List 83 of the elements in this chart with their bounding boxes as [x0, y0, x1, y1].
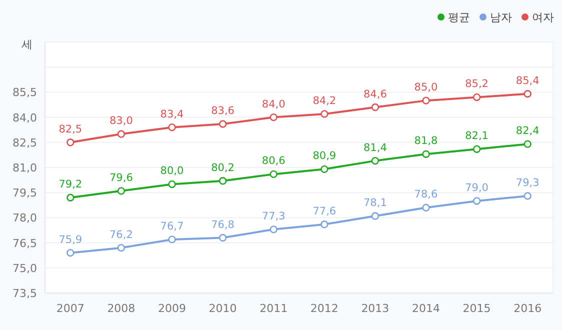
y-tick-label: 75,0	[12, 262, 37, 275]
data-label: 79,0	[465, 182, 488, 194]
data-label: 84,6	[364, 88, 388, 100]
data-label: 79,3	[516, 176, 540, 189]
y-tick-label: 78,0	[12, 212, 37, 225]
point	[472, 93, 481, 102]
data-label: 80,0	[160, 165, 184, 178]
y-axis-title: 세	[22, 38, 32, 51]
data-label: 79,6	[110, 172, 134, 184]
y-tick-label: 73,5	[12, 287, 37, 300]
y-tick-label: 81,0	[12, 162, 37, 174]
point	[270, 113, 278, 122]
data-label: 76,7	[160, 220, 184, 232]
x-tick-label: 2010	[208, 302, 237, 315]
point	[422, 204, 430, 212]
data-label: 83,4	[160, 108, 184, 120]
data-label: 85,4	[516, 74, 540, 87]
point	[524, 140, 532, 148]
data-label: 82,5	[58, 123, 82, 136]
point	[218, 120, 227, 128]
point	[270, 170, 278, 178]
point	[218, 234, 227, 242]
x-tick-label: 2009	[158, 302, 186, 315]
point	[422, 96, 430, 104]
data-label: 80,9	[312, 150, 336, 162]
y-tick-label: 79,5	[12, 186, 37, 200]
legend-label: 남자	[490, 11, 512, 24]
point	[66, 138, 74, 146]
x-tick-label: 2016	[514, 302, 542, 315]
data-label: 76,2	[110, 228, 133, 241]
point	[371, 103, 380, 112]
point	[422, 150, 430, 158]
point	[524, 90, 532, 98]
data-label: 81,4	[364, 142, 388, 154]
data-label: 75,9	[58, 234, 82, 246]
point	[320, 165, 328, 174]
x-tick-label: 2007	[56, 302, 84, 315]
point	[472, 145, 481, 153]
x-tick-label: 2014	[412, 302, 440, 315]
data-label: 76,8	[211, 218, 234, 231]
data-label: 80,6	[262, 155, 286, 168]
data-label: 84,2	[312, 94, 336, 107]
x-tick-label: 2008	[107, 302, 136, 315]
data-label: 85,2	[465, 78, 488, 90]
data-label: 80,2	[211, 162, 234, 174]
data-label: 83,0	[110, 115, 133, 128]
y-tick-label: 84,0	[12, 111, 37, 124]
point	[371, 212, 380, 220]
x-tick-label: 2013	[361, 302, 390, 315]
point	[168, 236, 176, 244]
point	[371, 156, 380, 165]
x-tick-label: 2012	[310, 302, 338, 315]
point	[117, 187, 126, 195]
point	[270, 226, 278, 234]
point	[472, 197, 481, 205]
point	[168, 180, 176, 188]
point	[117, 130, 126, 138]
x-tick-label: 2011	[260, 302, 288, 315]
data-label: 84,0	[262, 98, 286, 110]
data-label: 78,6	[414, 188, 438, 201]
point	[218, 177, 227, 185]
point	[168, 123, 176, 132]
y-tick-label: 76,5	[12, 236, 37, 250]
y-tick-label: 82,5	[12, 136, 37, 150]
data-label: 78,1	[364, 197, 387, 210]
y-tick-label: 85,5	[12, 86, 37, 100]
point	[320, 110, 328, 118]
point	[66, 248, 74, 257]
data-label: 81,8	[414, 135, 438, 148]
point	[524, 192, 532, 200]
x-tick-label: 2015	[462, 302, 491, 315]
legend-label: 평균	[448, 11, 470, 24]
data-label: 82,4	[516, 125, 540, 138]
point	[66, 194, 74, 202]
data-label: 85,0	[414, 82, 438, 94]
point	[117, 244, 126, 252]
data-label: 83,6	[211, 104, 235, 117]
point	[320, 220, 328, 228]
data-label: 77,6	[312, 205, 336, 218]
legend-label: 여자	[532, 11, 554, 24]
data-label: 79,2	[58, 178, 82, 191]
data-label: 77,3	[262, 210, 286, 222]
data-label: 82,1	[465, 130, 488, 142]
